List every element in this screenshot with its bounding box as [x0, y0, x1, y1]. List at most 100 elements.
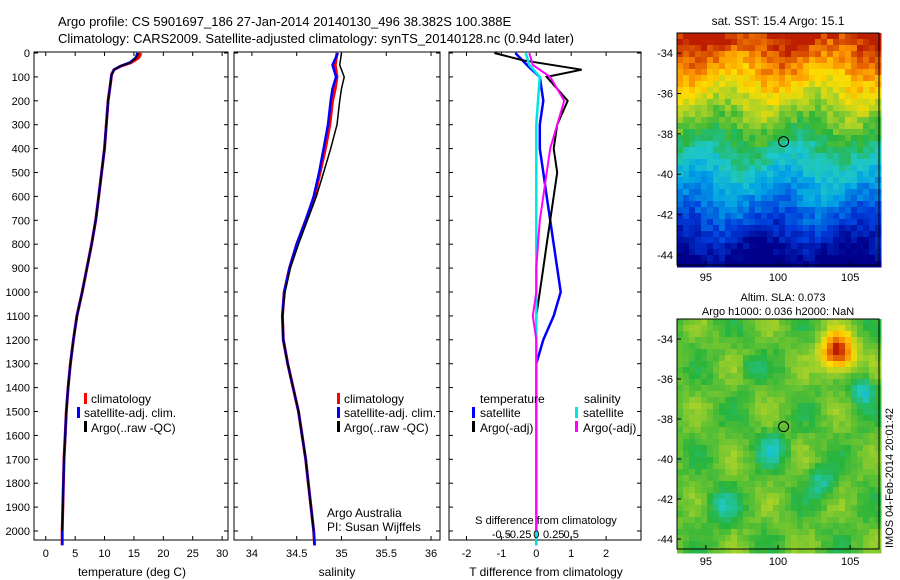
map-cell: [869, 93, 876, 100]
map-cell: [815, 195, 822, 202]
map-cell: [827, 409, 834, 416]
map-cell: [677, 195, 684, 202]
map-cell: [767, 261, 774, 268]
map-cell: [719, 81, 726, 88]
map-cell: [695, 463, 702, 470]
map-cell: [755, 343, 762, 350]
map-cell: [695, 159, 702, 166]
map-cell: [779, 391, 786, 398]
map-cell: [701, 219, 708, 226]
map-cell: [701, 475, 708, 482]
map-cell: [779, 385, 786, 392]
map-cell: [707, 255, 714, 262]
map-cell: [755, 481, 762, 488]
map-cell: [821, 487, 828, 494]
map-cell: [803, 403, 810, 410]
map-cell: [785, 63, 792, 70]
map-cell: [869, 469, 876, 476]
map-cell: [743, 475, 750, 482]
map-cell: [809, 153, 816, 160]
map-cell: [845, 505, 852, 512]
map-cell: [797, 117, 804, 124]
depth-tick-label: 600: [12, 191, 30, 203]
map-cell: [695, 451, 702, 458]
map-cell: [755, 45, 762, 52]
map-cell: [755, 153, 762, 160]
map-cell: [803, 63, 810, 70]
map-cell: [779, 517, 786, 524]
map-cell: [743, 159, 750, 166]
map-cell: [839, 255, 846, 262]
map-cell: [719, 373, 726, 380]
map-cell: [797, 51, 804, 58]
map-cell: [821, 511, 828, 518]
map-cell: [737, 421, 744, 428]
series-line-1: [60, 52, 139, 546]
map-cell: [695, 33, 702, 40]
map-cell: [821, 231, 828, 238]
map-cell: [845, 487, 852, 494]
map-cell: [695, 45, 702, 52]
map-cell: [833, 81, 840, 88]
map-cell: [725, 129, 732, 136]
map-cell: [779, 325, 786, 332]
map-cell: [773, 255, 780, 262]
map-cell: [731, 183, 738, 190]
map-cell: [749, 469, 756, 476]
map-cell: [701, 433, 708, 440]
map-cell: [761, 349, 768, 356]
map-cell: [713, 51, 720, 58]
map-cell: [839, 427, 846, 434]
map-cell: [863, 207, 870, 214]
map-cell: [683, 69, 690, 76]
map-cell: [683, 135, 690, 142]
map-cell: [749, 63, 756, 70]
map-cell: [815, 373, 822, 380]
map-cell: [809, 505, 816, 512]
map-cell: [809, 331, 816, 338]
difference-s-label: S difference from climatology: [475, 515, 617, 527]
map-cell: [821, 39, 828, 46]
map-cell: [683, 499, 690, 506]
map-cell: [833, 57, 840, 64]
map-cell: [713, 325, 720, 332]
map-cell: [683, 63, 690, 70]
map-cell: [779, 261, 786, 268]
map-cell: [791, 325, 798, 332]
map-cell: [725, 75, 732, 82]
map-cell: [683, 237, 690, 244]
map-cell: [803, 207, 810, 214]
map-cell: [809, 51, 816, 58]
map-cell: [689, 177, 696, 184]
map-cell: [755, 123, 762, 130]
map-cell: [809, 213, 816, 220]
map-cell: [869, 213, 876, 220]
map-cell: [875, 439, 882, 446]
map-cell: [743, 81, 750, 88]
map-cell: [761, 511, 768, 518]
map-cell: [845, 33, 852, 40]
map-cell: [707, 111, 714, 118]
map-cell: [851, 195, 858, 202]
map-cell: [875, 535, 882, 542]
map-cell: [797, 237, 804, 244]
map-cell: [809, 261, 816, 268]
map-cell: [833, 249, 840, 256]
map-cell: [875, 111, 882, 118]
map-cell: [809, 343, 816, 350]
map-cell: [677, 451, 684, 458]
map-cell: [809, 445, 816, 452]
map-cell: [791, 409, 798, 416]
map-cell: [779, 541, 786, 548]
map-cell: [749, 511, 756, 518]
map-cell: [845, 99, 852, 106]
map-cell: [701, 249, 708, 256]
map-cell: [839, 463, 846, 470]
map-cell: [689, 451, 696, 458]
map-cell: [761, 177, 768, 184]
map-cell: [827, 57, 834, 64]
map-cell: [791, 397, 798, 404]
map-cell: [827, 207, 834, 214]
map-cell: [761, 81, 768, 88]
map-cell: [845, 51, 852, 58]
